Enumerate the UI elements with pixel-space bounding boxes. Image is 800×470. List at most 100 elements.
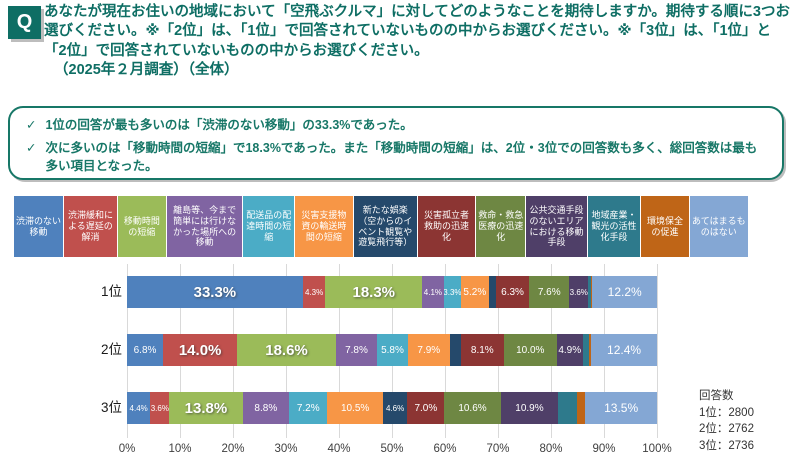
bar-segment: 7.8% (335, 334, 378, 366)
bar-segment-label: 7.0% (414, 402, 438, 414)
legend-item: 災害支援物資の輸送時間の短縮 (295, 196, 353, 257)
bar-segment (577, 392, 586, 424)
bar-segment: 10.9% (500, 392, 559, 424)
response-counts: 回答数 1位：2800 2位：2762 3位：2736 (699, 388, 754, 455)
bar-segment: 12.2% (592, 276, 657, 308)
bar-segment-label: 8.1% (470, 344, 494, 356)
bar-segment: 10.0% (503, 334, 557, 366)
response-count-line: 2位：2762 (699, 423, 754, 436)
page-title: あなたが現在お住いの地域において「空飛ぶクルマ」に対してどのようなことを期待しま… (44, 3, 792, 81)
legend-item: 災害孤立者救助の迅速化 (417, 196, 476, 257)
legend-item-label: 環境保全の促進 (647, 215, 684, 237)
x-axis-tick: 50% (380, 443, 404, 455)
bar-segment: 5.2% (461, 276, 489, 308)
bar-segment-label: 3.6% (569, 287, 588, 297)
checkmark-icon: ✓ (26, 141, 37, 156)
bar-segment-label: 14.0% (178, 341, 222, 359)
summary-bullet-text: 次に多いのは「移動時間の短縮」で18.3%であった。また「移動時間の短縮」は、2… (45, 141, 758, 174)
x-axis-tick: 80% (539, 443, 563, 455)
legend-item: 新たな娯楽（空からのイベント観覧や遊覧飛行等） (353, 196, 417, 257)
legend-item-label: 渋滞のない移動 (16, 215, 62, 237)
legend-item-label: 配送品の配達時間の短縮 (246, 210, 292, 242)
bar-segment: 7.9% (407, 334, 450, 366)
legend-item-label: 新たな娯楽（空からのイベント観覧や遊覧飛行等） (358, 204, 413, 248)
bar-segment: 7.2% (289, 392, 328, 424)
bar-segment-label: 13.5% (604, 401, 639, 415)
bar-segment (449, 334, 461, 366)
response-count-line: 3位：2736 (699, 440, 754, 453)
bar-segment: 13.8% (169, 392, 243, 424)
bar-segment: 4.1% (422, 276, 444, 308)
bar-segment-label: 4.4% (129, 403, 148, 413)
bar-segment (588, 334, 592, 366)
bar-segment: 4.4% (127, 392, 151, 424)
response-count-line: 1位：2800 (699, 406, 754, 419)
bar-segment-label: 7.9% (417, 344, 441, 356)
bar-segment: 14.0% (163, 334, 238, 366)
bar-segment-label: 4.3% (305, 287, 324, 297)
x-axis-tick: 40% (327, 443, 351, 455)
x-axis-tick: 100% (642, 443, 672, 455)
bar-row-label: 3位 (100, 400, 122, 415)
bar-segment-label: 12.2% (607, 285, 642, 299)
bar-segment-label: 10.9% (515, 402, 544, 414)
legend-item: 移動時間の短縮 (117, 196, 166, 257)
legend-item: あてはまるものはない (689, 196, 749, 257)
bar-segment-label: 6.3% (501, 286, 524, 298)
x-axis-tick: 90% (592, 443, 616, 455)
survey-question-text: あなたが現在お住いの地域において「空飛ぶクルマ」に対してどのようなことを期待しま… (44, 4, 790, 59)
x-axis-tick: 20% (221, 443, 245, 455)
bar-segment (590, 276, 593, 308)
bar-segment: 6.3% (495, 276, 530, 308)
legend-item-label: 災害孤立者救助の迅速化 (424, 210, 470, 242)
summary-bullet: ✓ 1位の回答が最も多いのは「渋滞のない移動」の33.3%であった。 (26, 116, 766, 134)
bar-segment: 7.0% (407, 392, 445, 424)
stacked-bar-chart: 33.3% 4.3% 18.3% 4.1% 3.3% 5.2% 6.3% 7.6% 3.6% 12… (127, 264, 658, 438)
bar-segment-label: 10.6% (458, 402, 487, 414)
bar-row-label: 2位 (100, 342, 122, 357)
bar-segment: 12.4% (591, 334, 657, 366)
bar-segment: 7.6% (529, 276, 570, 308)
question-badge: Q (8, 6, 41, 39)
bar-segment-label: 18.3% (352, 283, 396, 301)
legend-item-label: 災害支援物資の輸送時間の短縮 (301, 210, 347, 242)
bar-row: 6.8% 14.0% 18.6% 7.8% 5.8% 7.9% 8.1% 10.0% 4.9% 1… (127, 334, 657, 366)
legend-item: 環境保全の促進 (641, 196, 689, 257)
bar-row: 33.3% 4.3% 18.3% 4.1% 3.3% 5.2% 6.3% 7.6% 3.6% 12… (127, 276, 657, 308)
legend-item-label: 離島等、今まで簡単には行けなかった場所への移動 (173, 204, 237, 248)
legend-item: 公共交通手段のないエリアにおける移動手段 (526, 196, 587, 257)
survey-date-scope: （2025年２月調査）（全体） (54, 62, 239, 79)
bar-segment-label: 3.6% (150, 403, 169, 413)
x-axis-tick: 70% (486, 443, 510, 455)
bar-segment: 3.6% (150, 392, 170, 424)
bar-segment-label: 4.6% (386, 403, 405, 413)
bar-segment-label: 4.1% (423, 287, 442, 297)
bar-segment-label: 8.8% (254, 402, 278, 414)
legend-item: 救命・救急医療の迅速化 (476, 196, 526, 257)
bar-segment: 18.3% (325, 276, 423, 308)
x-axis-tick: 30% (274, 443, 298, 455)
legend-item: 地域産業・観光の活性化手段 (587, 196, 641, 257)
bar-row: 4.4% 3.6% 13.8% 8.8% 7.2% 10.5% 4.6% 7.0% 10.6% 1… (127, 392, 657, 424)
bar-segment: 4.6% (382, 392, 408, 424)
x-axis-tick: 60% (433, 443, 457, 455)
bar-segment: 4.3% (302, 276, 326, 308)
legend-item: 渋滞のない移動 (14, 196, 64, 257)
bar-segment: 18.6% (237, 334, 336, 366)
bar-segment-label: 18.6% (265, 341, 308, 359)
bar-segment-label: 3.3% (443, 287, 462, 297)
bar-segment: 33.3% (127, 276, 303, 308)
bar-segment: 3.6% (569, 276, 589, 308)
bar-segment (588, 276, 591, 308)
legend-item-label: あてはまるものはない (691, 215, 746, 237)
legend-item-label: 公共交通手段のないエリアにおける移動手段 (529, 204, 584, 248)
legend-item: 渋滞緩和による遅延の解消 (64, 196, 117, 257)
legend-item-label: 渋滞緩和による遅延の解消 (67, 210, 113, 242)
bar-segment: 10.6% (444, 392, 501, 424)
bar-segment: 8.1% (460, 334, 504, 366)
bar-segment-label: 7.6% (537, 286, 561, 298)
bar-segment (558, 392, 578, 424)
bar-segment: 4.9% (556, 334, 583, 366)
bar-segment (488, 276, 496, 308)
bar-segment: 3.3% (443, 276, 462, 308)
